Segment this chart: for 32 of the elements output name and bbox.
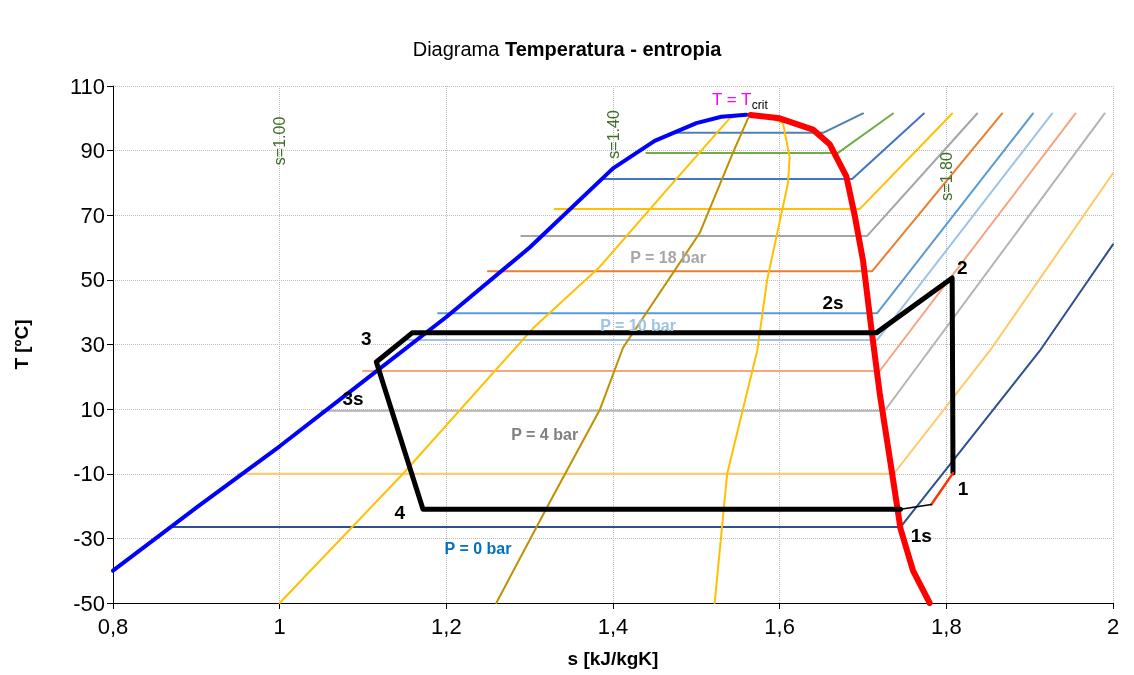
annotation: P = 18 bar <box>630 249 706 267</box>
y-tick-label: -30 <box>73 525 105 551</box>
annotation: 4 <box>394 502 406 524</box>
y-tick-label: 50 <box>80 267 105 293</box>
annotation: s=1.00 <box>271 116 289 166</box>
annotation: 2 <box>956 257 968 279</box>
x-axis-title: s [kJ/kgK] <box>567 648 659 669</box>
y-tick-label: 90 <box>80 138 105 164</box>
x-tick-label: 1,4 <box>597 613 629 639</box>
x-tick-label: 2 <box>1106 613 1120 639</box>
chart-title: Diagrama Temperatura - entropia <box>412 38 723 60</box>
y-tick-label: -50 <box>73 590 105 616</box>
annotation: 1 <box>957 478 969 500</box>
x-tick-label: 0,8 <box>97 613 129 639</box>
x-tick-label: 1,6 <box>764 613 795 639</box>
annotation: 2s <box>822 291 844 313</box>
x-tick-label: 1,2 <box>431 613 462 639</box>
annotation: s=1.40 <box>604 110 622 159</box>
annotation: P = 0 bar <box>444 539 512 557</box>
y-tick-label: 110 <box>69 73 105 99</box>
y-axis-title: T [ºC] <box>11 319 32 370</box>
y-tick-label: 30 <box>80 332 105 357</box>
annotation: s=1.80 <box>937 152 955 201</box>
y-tick-label: 10 <box>80 396 105 422</box>
annotation: 3 <box>361 327 372 349</box>
y-tick-label: -10 <box>73 461 105 487</box>
x-tick-label: 1,8 <box>931 613 962 639</box>
annotation: 3s <box>342 387 364 409</box>
x-tick-label: 1 <box>273 613 286 639</box>
annotation: P = 4 bar <box>511 426 579 444</box>
annotation: 1s <box>910 524 932 546</box>
y-tick-label: 70 <box>80 202 105 228</box>
